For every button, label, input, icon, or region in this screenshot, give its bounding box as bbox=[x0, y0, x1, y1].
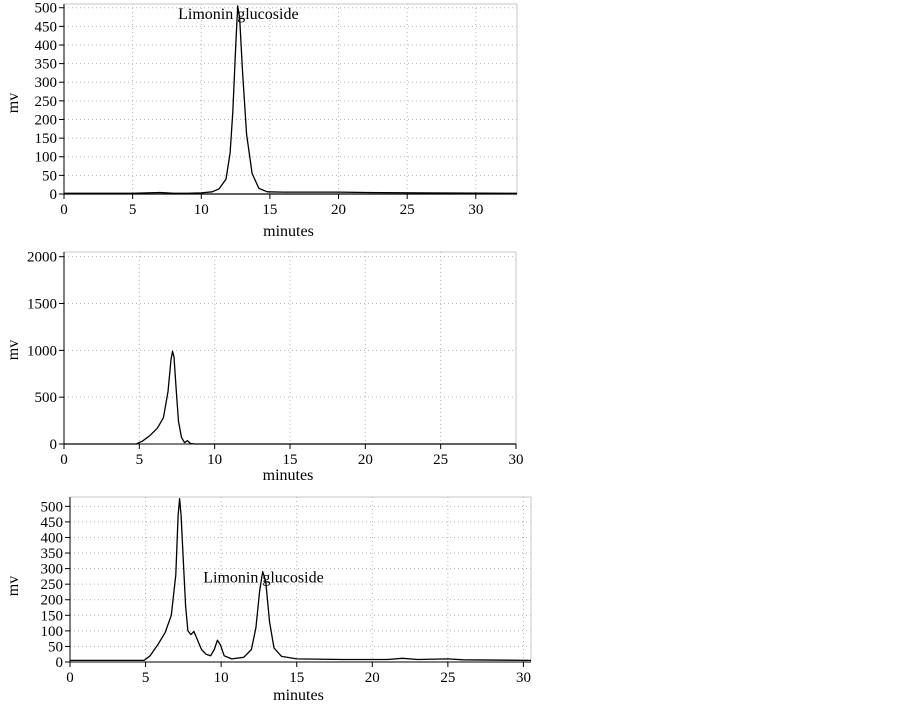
chart-panel-1: 0 5 10 15 20 25 300501001502002503003504004505… bbox=[5, 1, 518, 240]
y-tick-label: 200 bbox=[41, 593, 64, 609]
series-line bbox=[64, 350, 516, 445]
x-axis-label: minutes bbox=[263, 467, 314, 484]
y-tick-label: 450 bbox=[41, 515, 64, 531]
x-tick-label: 5 bbox=[136, 452, 144, 468]
y-tick-label: 1000 bbox=[27, 343, 57, 359]
x-tick-label: 15 bbox=[283, 452, 298, 468]
y-tick-label: 300 bbox=[41, 562, 64, 578]
y-tick-label: 150 bbox=[35, 131, 58, 147]
x-axis-label: minutes bbox=[273, 687, 324, 704]
plot-frame bbox=[63, 3, 518, 195]
x-tick-label: 0 bbox=[60, 452, 68, 468]
x-tick-label: 5 bbox=[129, 202, 137, 218]
x-tick-label: 20 bbox=[331, 202, 346, 218]
y-tick-label: 100 bbox=[35, 150, 58, 166]
x-tick-label: 0 bbox=[66, 670, 74, 686]
y-tick-label: 50 bbox=[42, 168, 57, 184]
x-tick-label: 15 bbox=[289, 670, 304, 686]
y-tick-label: 2000 bbox=[27, 250, 57, 266]
chart-panel-2: 0 5 10 15 20 25 30 0 500 1000 1500 2000 minutes mv bbox=[5, 250, 524, 484]
x-tick-label: 30 bbox=[509, 452, 524, 468]
x-tick-label: 15 bbox=[262, 202, 277, 218]
y-tick-label: 300 bbox=[35, 75, 58, 91]
y-tick-label: 500 bbox=[41, 499, 64, 515]
y-tick-label: 100 bbox=[41, 624, 64, 640]
y-tick-label: 250 bbox=[41, 577, 64, 593]
y-axis-label: mv bbox=[5, 576, 22, 596]
x-tick-label: 5 bbox=[142, 670, 150, 686]
y-tick-label: 0 bbox=[56, 655, 64, 671]
y-tick-label: 1500 bbox=[27, 297, 57, 313]
series-line bbox=[70, 497, 532, 662]
y-tick-label: 500 bbox=[35, 1, 58, 17]
x-tick-label: 25 bbox=[440, 670, 455, 686]
x-tick-label: 10 bbox=[214, 670, 229, 686]
y-tick-label: 250 bbox=[35, 94, 58, 110]
x-tick-label: 10 bbox=[207, 452, 222, 468]
x-tick-label: 10 bbox=[194, 202, 209, 218]
x-tick-label: 30 bbox=[516, 670, 531, 686]
y-tick-label: 150 bbox=[41, 608, 64, 624]
x-tick-label: 30 bbox=[468, 202, 483, 218]
x-axis-label: minutes bbox=[263, 223, 314, 240]
y-tick-label: 400 bbox=[35, 38, 58, 54]
chart-panel-3: 0 5 10 15 20 25 300501001502002503003504004505… bbox=[5, 496, 532, 704]
y-tick-label: 350 bbox=[35, 57, 58, 73]
x-tick-label: 20 bbox=[365, 670, 380, 686]
y-tick-label: 500 bbox=[35, 390, 58, 406]
y-tick-label: 50 bbox=[48, 639, 63, 655]
series-line bbox=[64, 5, 518, 194]
peak-annotation: Limonin glucoside bbox=[203, 570, 323, 587]
y-tick-label: 0 bbox=[50, 187, 58, 203]
x-tick-label: 25 bbox=[433, 452, 448, 468]
y-tick-label: 350 bbox=[41, 546, 64, 562]
y-axis-label: mv bbox=[5, 340, 22, 360]
peak-annotation: Limonin glucoside bbox=[178, 6, 298, 23]
y-tick-label: 200 bbox=[35, 112, 58, 128]
y-tick-label: 450 bbox=[35, 19, 58, 35]
y-tick-label: 400 bbox=[41, 530, 64, 546]
x-tick-label: 0 bbox=[60, 202, 68, 218]
y-axis-label: mv bbox=[5, 93, 22, 113]
x-tick-label: 20 bbox=[358, 452, 373, 468]
x-tick-label: 25 bbox=[400, 202, 415, 218]
y-tick-label: 0 bbox=[50, 437, 58, 453]
